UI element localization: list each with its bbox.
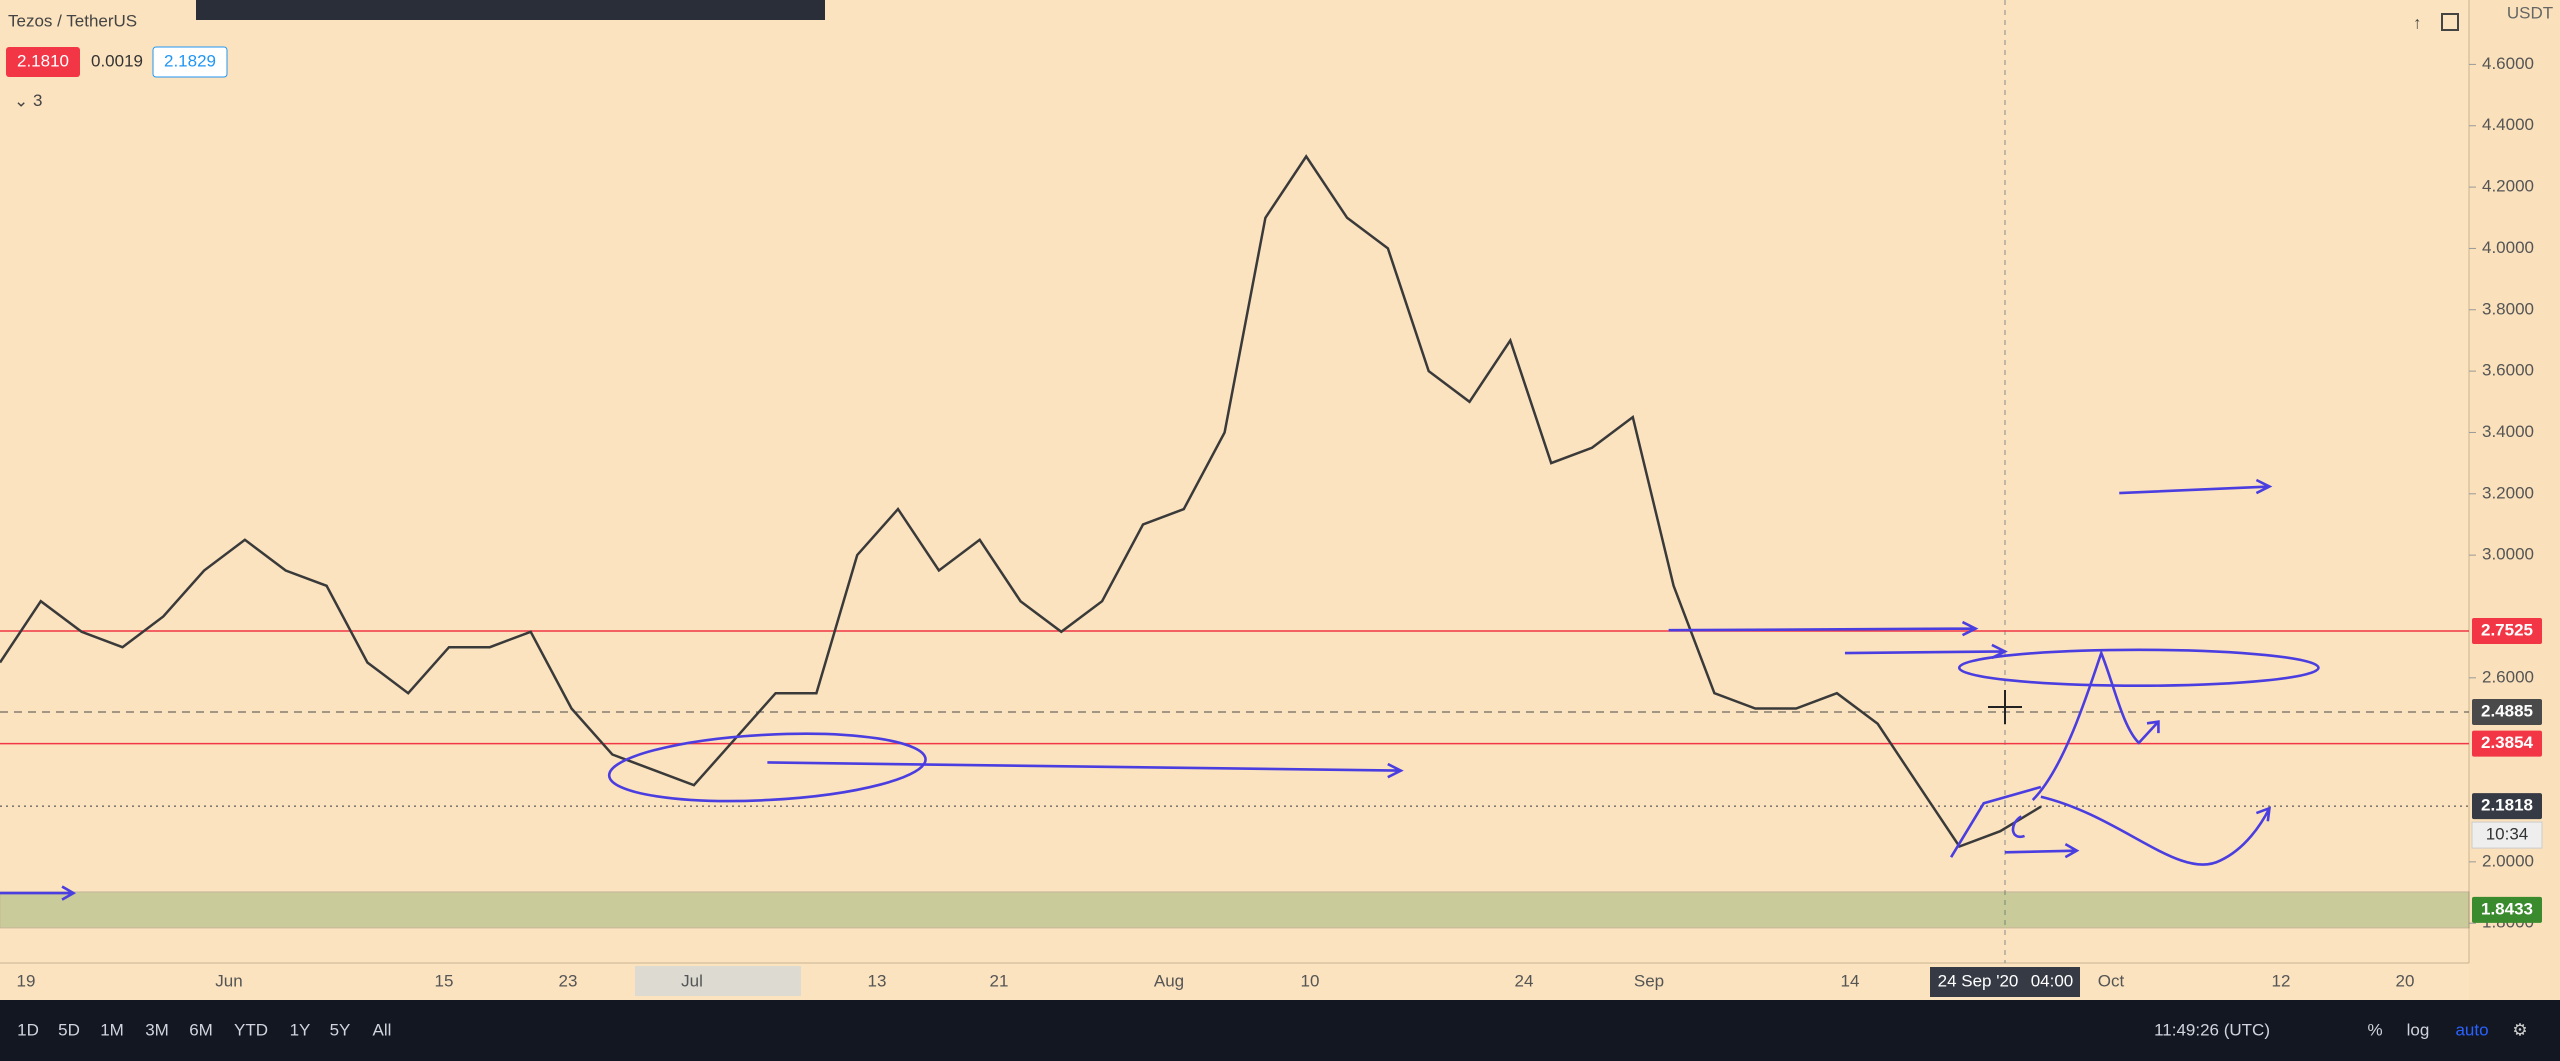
price-tag-label: 2.7525 — [2481, 621, 2533, 640]
x-tick-label: 23 — [559, 971, 578, 990]
auto-button[interactable]: auto — [2455, 1020, 2488, 1039]
x-tick-label: 20 — [2396, 971, 2415, 990]
bid: 2.1810 — [17, 51, 69, 70]
y-tick-label: 2.6000 — [2482, 667, 2534, 686]
y-tick-label: 2.0000 — [2482, 851, 2534, 870]
x-tick-label: 14 — [1841, 971, 1860, 990]
countdown: 10:34 — [2486, 825, 2529, 844]
range-button[interactable]: 5D — [58, 1020, 80, 1039]
range-button[interactable]: 1Y — [290, 1020, 311, 1039]
log-button[interactable]: log — [2407, 1020, 2430, 1039]
y-tick-label: 4.0000 — [2482, 238, 2534, 257]
y-tick-label: 3.8000 — [2482, 299, 2534, 318]
price-tag — [2472, 793, 2542, 820]
price-tag — [2472, 730, 2542, 757]
price-tag — [2472, 618, 2542, 645]
settings-icon[interactable]: ⚙ — [2512, 1020, 2527, 1039]
price-tag-label: 2.1818 — [2481, 796, 2533, 815]
x-tick-label: 21 — [990, 971, 1009, 990]
x-tick-label: Aug — [1154, 971, 1184, 990]
x-tick-label: 24 — [1515, 971, 1534, 990]
scroll-button[interactable]: ↑ — [2413, 13, 2422, 32]
range-button[interactable]: 1M — [100, 1020, 124, 1039]
time-range-highlight — [635, 966, 801, 996]
percent-button[interactable]: % — [2367, 1020, 2382, 1039]
x-tick-label: Jun — [215, 971, 242, 990]
x-tick-label: 13 — [868, 971, 887, 990]
range-button[interactable]: 1D — [17, 1020, 39, 1039]
change: 0.0019 — [91, 51, 143, 70]
y-tick-label: 3.4000 — [2482, 422, 2534, 441]
x-tick-label: Oct — [2098, 971, 2125, 990]
ask-box[interactable] — [152, 46, 228, 78]
x-tick-label: 10 — [1301, 971, 1320, 990]
crosshair-date: 24 Sep '20 — [1938, 971, 2019, 990]
countdown-box — [2471, 821, 2543, 849]
price-tag — [2472, 699, 2542, 726]
price-tag-label: 1.8433 — [2481, 899, 2533, 918]
y-tick-label: 4.4000 — [2482, 115, 2534, 134]
y-tick-label: 3.2000 — [2482, 483, 2534, 502]
indicator-count: 3 — [33, 91, 42, 110]
bid-box[interactable] — [6, 47, 80, 77]
price-line-series — [0, 154, 2042, 849]
support-zone — [0, 891, 2470, 929]
range-button[interactable]: 5Y — [330, 1020, 351, 1039]
price-tag-label: 2.4885 — [2481, 702, 2533, 721]
x-tick-label: Jul — [681, 971, 703, 990]
price-tag-label: 2.3854 — [2481, 733, 2534, 752]
y-tick-label: 3.0000 — [2482, 545, 2534, 564]
x-tick-label: 12 — [2272, 971, 2291, 990]
fullscreen-button[interactable] — [2441, 13, 2459, 31]
x-tick-label: 15 — [435, 971, 454, 990]
range-button[interactable]: YTD — [234, 1020, 268, 1039]
drawing-toolbar[interactable] — [196, 0, 825, 20]
range-button[interactable]: 3M — [145, 1020, 169, 1039]
y-tick-label: 4.2000 — [2482, 177, 2534, 196]
annotations — [0, 478, 2320, 901]
range-button[interactable]: All — [373, 1020, 392, 1039]
crosshair-time: 04:00 — [2031, 971, 2074, 990]
price-unit: USDT — [2507, 3, 2553, 22]
price-tag — [2472, 896, 2542, 923]
bottom-toolbar — [0, 1000, 2560, 1061]
y-tick-label: 4.6000 — [2482, 54, 2534, 73]
range-button[interactable]: 6M — [189, 1020, 213, 1039]
x-tick-label: Sep — [1634, 971, 1664, 990]
indicator-toggle[interactable]: ⌄ 3 — [14, 91, 42, 110]
crosshair-date-box — [1930, 967, 2080, 997]
symbol-title: Tezos / TetherUS — [8, 11, 137, 30]
clock: 11:49:26 (UTC) — [2154, 1020, 2270, 1039]
y-tick-label: 3.6000 — [2482, 361, 2534, 380]
ask: 2.1829 — [164, 51, 216, 70]
x-tick-label: 19 — [17, 971, 36, 990]
cursor — [1988, 690, 2022, 724]
